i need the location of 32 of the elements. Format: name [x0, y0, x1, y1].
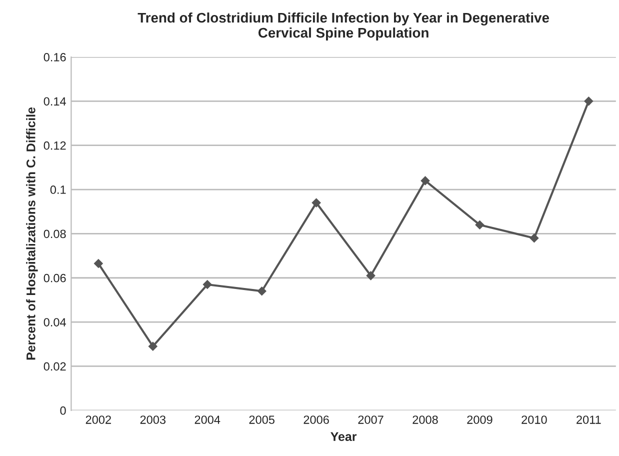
y-tick-label: 0.1 — [50, 186, 66, 194]
y-tick-label: 0.08 — [44, 230, 66, 238]
x-tick-label: 2009 — [467, 416, 492, 424]
x-tick-label: 2007 — [358, 416, 384, 424]
y-tick-label: 0.16 — [44, 53, 66, 62]
point — [202, 280, 212, 289]
x-tick-label: 2011 — [576, 416, 601, 424]
x-tick-label: 2005 — [249, 416, 274, 424]
y-tick-label: 0.02 — [44, 362, 66, 371]
y-tick-label: 0.06 — [44, 274, 66, 282]
y-tick-label: 0 — [60, 406, 66, 415]
point — [148, 342, 158, 351]
point — [530, 234, 539, 243]
point — [312, 198, 321, 208]
x-tick-label: 2002 — [86, 416, 111, 424]
y-tick-label: 0.12 — [44, 141, 66, 150]
point — [257, 286, 266, 296]
point — [366, 271, 376, 280]
point — [420, 176, 430, 186]
point — [94, 259, 103, 268]
x-tick-label: 2003 — [140, 416, 166, 424]
x-tick-label: 2010 — [522, 416, 547, 424]
chart-title: Trend of Clostridium Difficile Infection by Year in Degenerative Cervical Spine Population — [138, 12, 550, 40]
x-tick-label: 2004 — [194, 416, 220, 424]
x-tick-label: 2008 — [412, 416, 438, 424]
x-tick-label: 2006 — [304, 416, 329, 424]
x-axis-title: Year — [330, 432, 357, 442]
y-tick-label: 0.04 — [44, 318, 66, 326]
point — [475, 220, 484, 230]
y-axis-title: Percent of Hospitalizations with C. Difficile — [26, 107, 38, 360]
point — [584, 96, 594, 106]
y-tick-label: 0.14 — [44, 97, 66, 106]
